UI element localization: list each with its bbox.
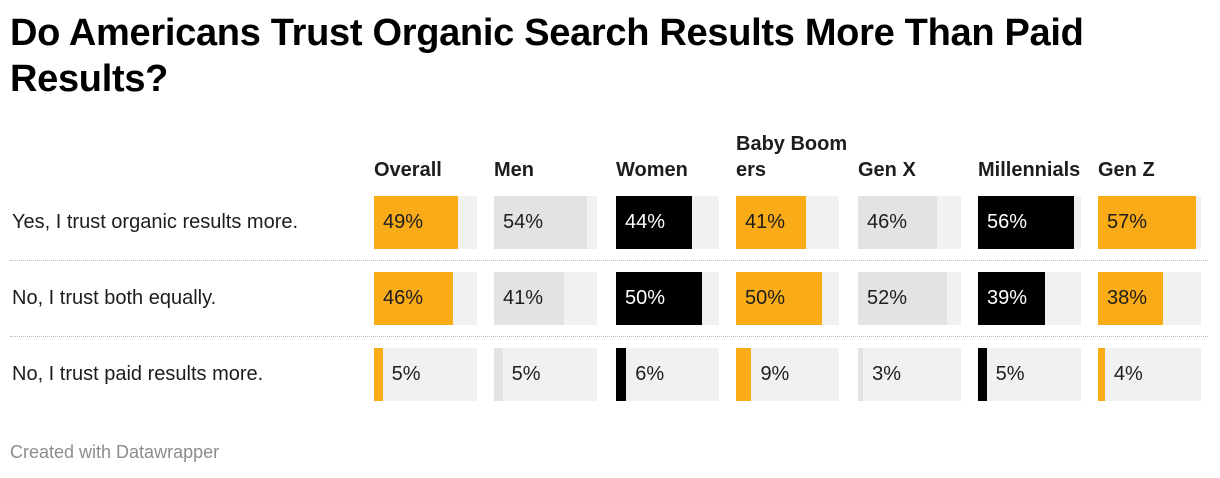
bar xyxy=(616,348,627,401)
bar xyxy=(374,348,383,401)
value-label: 52% xyxy=(867,287,908,309)
chart-title: Do Americans Trust Organic Search Result… xyxy=(10,12,1084,100)
value-label: 38% xyxy=(1107,287,1148,309)
bar xyxy=(736,272,822,325)
bar-cell: 39% xyxy=(978,272,1081,325)
value-label: 4% xyxy=(1113,363,1143,385)
footer-credit[interactable]: Created with Datawrapper xyxy=(10,442,220,462)
bar xyxy=(494,272,565,325)
bar-cell: 50% xyxy=(616,272,719,325)
bar-cell: 56% xyxy=(978,196,1081,249)
value-label: 50% xyxy=(625,287,666,309)
value-label: 39% xyxy=(987,287,1028,309)
row-divider xyxy=(10,260,1208,261)
value-label: 54% xyxy=(503,211,544,233)
bar xyxy=(1098,272,1164,325)
bar-cell: 9% xyxy=(736,348,839,401)
value-label: 41% xyxy=(745,211,786,233)
bar-cell: 44% xyxy=(616,196,719,249)
bar-cell: 4% xyxy=(1098,348,1201,401)
bar xyxy=(374,196,459,249)
column-header: Men xyxy=(494,159,534,181)
value-label: 9% xyxy=(760,363,790,385)
value-label: 5% xyxy=(511,363,541,385)
value-label: 46% xyxy=(383,287,424,309)
value-label: 41% xyxy=(503,287,544,309)
value-label: 56% xyxy=(987,211,1028,233)
column-header: Baby Boomers xyxy=(736,133,848,181)
bar xyxy=(978,348,987,401)
bar-cell: 5% xyxy=(494,348,597,401)
bar-cell: 49% xyxy=(374,196,477,249)
bar xyxy=(858,196,937,249)
bar xyxy=(858,272,948,325)
bar xyxy=(1098,348,1105,401)
bar-cell: 46% xyxy=(858,196,961,249)
column-header: Overall xyxy=(374,159,442,181)
row-label: No, I trust paid results more. xyxy=(12,363,264,385)
column-header: Women xyxy=(616,159,688,181)
row-label: No, I trust both equally. xyxy=(12,287,217,309)
bar xyxy=(736,196,807,249)
bar-cell: 50% xyxy=(736,272,839,325)
column-header: Millennials xyxy=(978,159,1081,181)
bar xyxy=(494,196,587,249)
value-label: 3% xyxy=(872,363,902,385)
column-header: Gen Z xyxy=(1098,159,1155,181)
bar xyxy=(736,348,752,401)
bar xyxy=(978,196,1075,249)
row-divider xyxy=(10,336,1208,337)
bar xyxy=(616,196,692,249)
value-label: 50% xyxy=(745,287,786,309)
value-label: 46% xyxy=(867,211,908,233)
bar-cell: 54% xyxy=(494,196,597,249)
bar-cell: 57% xyxy=(1098,196,1201,249)
column-header: Gen X xyxy=(858,159,916,181)
bar xyxy=(858,348,864,401)
bar-cell: 38% xyxy=(1098,272,1201,325)
bar-cell: 5% xyxy=(374,348,477,401)
value-label: 5% xyxy=(995,363,1025,385)
value-label: 49% xyxy=(383,211,424,233)
value-label: 6% xyxy=(635,363,665,385)
row-label: Yes, I trust organic results more. xyxy=(12,211,299,233)
bar xyxy=(978,272,1045,325)
bar-cell: 41% xyxy=(494,272,597,325)
bar-cell: 5% xyxy=(978,348,1081,401)
value-label: 5% xyxy=(391,363,421,385)
bar-cell: 3% xyxy=(858,348,961,401)
bar-cell: 41% xyxy=(736,196,839,249)
bar xyxy=(374,272,453,325)
value-label: 44% xyxy=(625,211,666,233)
bar-cell: 6% xyxy=(616,348,719,401)
bar-cell: 46% xyxy=(374,272,477,325)
value-label: 57% xyxy=(1107,211,1148,233)
bar-cell: 52% xyxy=(858,272,961,325)
bar xyxy=(494,348,503,401)
bar xyxy=(1098,196,1196,249)
bar xyxy=(616,272,702,325)
